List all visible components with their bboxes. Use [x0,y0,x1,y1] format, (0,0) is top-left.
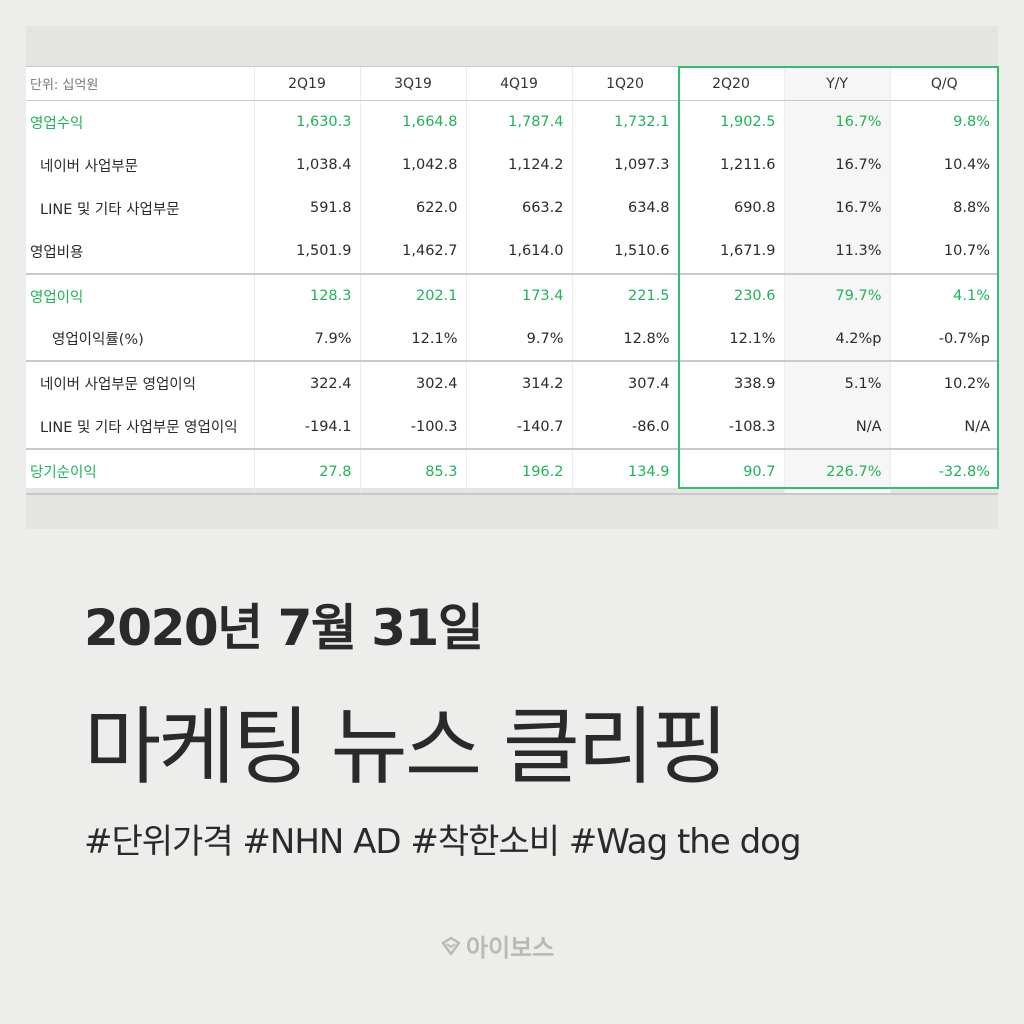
hashtags: #단위가격 #NHN AD #착한소비 #Wag the dog [84,822,802,862]
table-cell: 4.2%p [783,317,890,362]
table-cell: -140.7 [465,405,572,450]
table-cell: 1,501.9 [253,229,360,274]
table-cell: 622.0 [359,186,466,230]
date-title: 2020년 7월 31일 [84,599,484,657]
table-cell: N/A [889,405,998,450]
table-row: LINE 및 기타 사업부문 591.8 622.0 663.2 634.8 6… [26,186,998,230]
table-cell: 221.5 [571,272,678,318]
table-cell: 1,211.6 [677,143,784,187]
table-cell: 27.8 [253,448,360,496]
table-cell: -86.0 [571,405,678,450]
table-cell: 10.4% [889,143,998,187]
column-header: 2Q19 [253,66,360,101]
table-cell: 8.8% [889,186,998,230]
table-cell: 314.2 [465,360,572,406]
table-cell: 1,042.8 [359,143,466,187]
table-row: LINE 및 기타 사업부문 영업이익 -194.1 -100.3 -140.7… [26,405,998,450]
table-cell: 1,038.4 [253,143,360,187]
table-row: 네이버 사업부문 영업이익 322.4 302.4 314.2 307.4 33… [26,360,998,406]
table-cell: 634.8 [571,186,678,230]
table-cell: 11.3% [783,229,890,274]
table-cell: 4.1% [889,272,998,318]
row-label: LINE 및 기타 사업부문 영업이익 [40,420,238,437]
table-cell: 9.8% [889,100,998,144]
table-cell: -108.3 [677,405,784,450]
table-cell: 663.2 [465,186,572,230]
table-row: 네이버 사업부문 1,038.4 1,042.8 1,124.2 1,097.3… [26,143,998,187]
table-cell: -194.1 [253,405,360,450]
table-cell: -100.3 [359,405,466,450]
table-cell: 7.9% [253,317,360,362]
row-label: 네이버 사업부문 영업이익 [26,360,254,406]
table-cell: 226.7% [783,448,890,496]
table-cell: 1,097.3 [571,143,678,187]
logo-text: 아이보스 [466,934,555,962]
financial-table: 단위: 십억원 2Q19 3Q19 4Q19 1Q20 2Q20 Y/Y Q/Q… [26,66,998,496]
unit-label: 단위: 십억원 [26,66,254,101]
table-cell: 1,510.6 [571,229,678,274]
table-cell: 16.7% [783,186,890,230]
table-cell: 230.6 [677,272,784,318]
row-label: 당기순이익 [26,448,254,496]
table-cell: 173.4 [465,272,572,318]
table-row: 영업이익률(%) 7.9% 12.1% 9.7% 12.8% 12.1% 4.2… [26,317,998,362]
financial-table-container: 단위: 십억원 2Q19 3Q19 4Q19 1Q20 2Q20 Y/Y Q/Q… [26,66,998,496]
column-header: 3Q19 [359,66,466,101]
table-cell: 322.4 [253,360,360,406]
table-cell: -0.7%p [889,317,998,362]
table-header-row: 단위: 십억원 2Q19 3Q19 4Q19 1Q20 2Q20 Y/Y Q/Q [26,66,998,101]
table-cell: 85.3 [359,448,466,496]
column-header: 1Q20 [571,66,678,101]
table-cell: N/A [783,405,890,450]
table-cell: 1,630.3 [253,100,360,144]
table-cell: 1,732.1 [571,100,678,144]
table-row: 영업수익 1,630.3 1,664.8 1,787.4 1,732.1 1,9… [26,100,998,144]
table-cell: -32.8% [889,448,998,496]
table-cell: 16.7% [783,143,890,187]
table-cell: 1,671.9 [677,229,784,274]
iboss-logo-icon [440,935,462,957]
main-title: 마케팅 뉴스 클리핑 [84,698,729,796]
table-row: 영업이익 128.3 202.1 173.4 221.5 230.6 79.7%… [26,272,998,318]
table-cell: 134.9 [571,448,678,496]
row-label: 영업수익 [30,115,84,132]
table-cell: 1,902.5 [677,100,784,144]
table-row: 영업비용 1,501.9 1,462.7 1,614.0 1,510.6 1,6… [26,229,998,274]
table-cell: 591.8 [253,186,360,230]
column-header: Y/Y [783,66,890,101]
table-cell: 12.8% [571,317,678,362]
table-cell: 1,787.4 [465,100,572,144]
row-label: 네이버 사업부문 [40,158,138,175]
table-cell: 307.4 [571,360,678,406]
table-cell: 128.3 [253,272,360,318]
table-cell: 1,614.0 [465,229,572,274]
table-cell: 12.1% [359,317,466,362]
row-label: 영업이익률(%) [52,332,144,349]
table-cell: 10.7% [889,229,998,274]
column-header: Q/Q [889,66,998,101]
brand-logo: 아이보스 [440,928,554,963]
table-row: 당기순이익 27.8 85.3 196.2 134.9 90.7 226.7% … [26,448,998,496]
table-cell: 10.2% [889,360,998,406]
table-cell: 202.1 [359,272,466,318]
row-label: LINE 및 기타 사업부문 [40,201,180,218]
table-cell: 79.7% [783,272,890,318]
table-cell: 690.8 [677,186,784,230]
table-cell: 5.1% [783,360,890,406]
column-header: 2Q20 [677,66,784,101]
column-header: 4Q19 [465,66,572,101]
table-cell: 196.2 [465,448,572,496]
table-cell: 1,124.2 [465,143,572,187]
table-cell: 12.1% [677,317,784,362]
row-label: 영업비용 [30,244,84,261]
table-cell: 338.9 [677,360,784,406]
row-label: 영업이익 [26,272,254,318]
table-cell: 302.4 [359,360,466,406]
table-cell: 1,462.7 [359,229,466,274]
table-cell: 90.7 [677,448,784,496]
table-cell: 9.7% [465,317,572,362]
table-cell: 16.7% [783,100,890,144]
table-cell: 1,664.8 [359,100,466,144]
